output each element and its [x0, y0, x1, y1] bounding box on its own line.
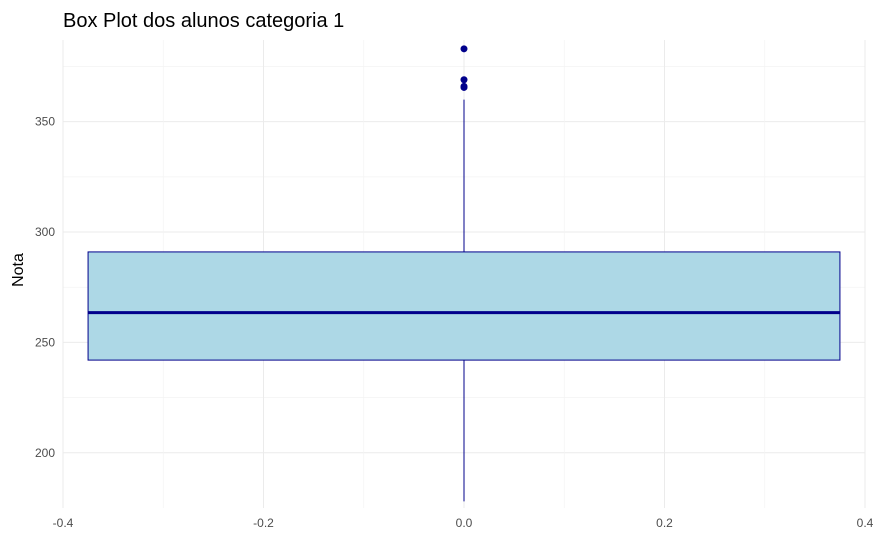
outlier-point: [460, 45, 468, 53]
outlier-point: [460, 82, 468, 90]
y-tick-label: 350: [35, 115, 55, 129]
x-tick-label: 0.4: [857, 516, 874, 530]
y-tick-label: 300: [35, 225, 55, 239]
box-iqr: [87, 251, 841, 361]
x-tick-label: 0.2: [656, 516, 673, 530]
x-tick-label: -0.2: [253, 516, 274, 530]
axis-ticks: 200 250 300 350 -0.4 -0.2 0.0 0.2 0.4: [35, 115, 874, 530]
y-axis-title: Nota: [10, 253, 27, 287]
chart-title: Box Plot dos alunos categoria 1: [63, 10, 344, 32]
x-tick-label: -0.4: [53, 516, 74, 530]
outlier-point: [460, 76, 468, 84]
x-tick-label: 0.0: [456, 516, 473, 530]
y-tick-label: 250: [35, 335, 55, 349]
box-plot: [87, 45, 841, 502]
y-tick-label: 200: [35, 446, 55, 460]
